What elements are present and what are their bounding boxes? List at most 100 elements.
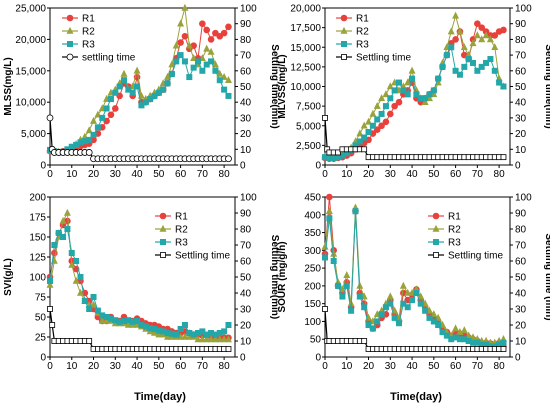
legend-marker xyxy=(340,14,348,22)
y-axis-title: SVI(g/L) xyxy=(3,258,14,296)
data-point-r1 xyxy=(382,118,390,126)
data-point-r3 xyxy=(160,86,167,93)
data-point-r3 xyxy=(413,289,420,296)
y-tick-label: 175 xyxy=(29,213,46,224)
data-point-r3 xyxy=(77,273,84,280)
y-tick-label: 200 xyxy=(304,281,321,292)
legend-marker xyxy=(341,54,347,60)
y-tick-label: 20,000 xyxy=(290,4,321,15)
legend-marker xyxy=(340,40,347,47)
x-axis-title-left: Time(day) xyxy=(134,391,186,403)
panel-mlss: 0 10 20 30 40 50 60 70 80 0 5,000 10,000 15,000 20,00… xyxy=(3,4,280,181)
data-point-r3 xyxy=(387,95,394,102)
y2-tick-label: 60 xyxy=(515,257,527,268)
y2-tick-label: 50 xyxy=(240,82,252,93)
data-point-r2 xyxy=(325,207,333,215)
y-tick-label: 450 xyxy=(304,193,321,204)
data-point-settling-time xyxy=(500,154,507,161)
data-point-r1 xyxy=(478,24,486,31)
x-tick-label: 10 xyxy=(341,169,353,180)
data-point-r3 xyxy=(491,67,498,74)
data-point-r1 xyxy=(391,102,398,110)
data-point-r3 xyxy=(181,58,188,65)
data-point-r3 xyxy=(369,122,376,129)
data-point-r3 xyxy=(221,328,228,335)
x-tick-label: 70 xyxy=(472,361,484,372)
data-point-r3 xyxy=(395,79,402,86)
legend-label: R3 xyxy=(356,40,369,51)
data-point-r3 xyxy=(64,226,71,233)
y2-tick-label: 70 xyxy=(240,51,252,62)
data-point-r2 xyxy=(72,276,80,284)
data-point-r3 xyxy=(365,129,372,136)
y2-tick-label: 30 xyxy=(240,305,252,316)
y2-tick-label: 100 xyxy=(515,4,532,15)
data-point-r3 xyxy=(413,91,420,98)
data-point-r2 xyxy=(378,94,386,102)
y2-tick-label: 20 xyxy=(240,321,252,332)
data-point-r2 xyxy=(408,66,416,74)
data-point-settling-time xyxy=(225,346,232,352)
y-tick-label: 17,500 xyxy=(290,23,321,34)
data-point-r2 xyxy=(447,27,455,35)
y2-tick-label: 10 xyxy=(240,145,252,156)
y2-axis-title: Settling time(min) xyxy=(543,44,550,128)
y-tick-label: 25,000 xyxy=(15,4,46,15)
x-tick-label: 50 xyxy=(153,169,165,180)
data-point-r2 xyxy=(172,41,180,49)
y-tick-label: 15,000 xyxy=(290,43,321,54)
data-point-r3 xyxy=(435,321,442,328)
legend-label: R1 xyxy=(82,14,95,25)
y2-tick-label: 30 xyxy=(515,113,527,124)
y-tick-label: 250 xyxy=(304,264,321,275)
data-point-r3 xyxy=(164,80,171,87)
legend-marker xyxy=(340,26,348,34)
y2-tick-label: 0 xyxy=(515,353,521,364)
data-point-r2 xyxy=(417,292,425,300)
data-point-r3 xyxy=(326,215,333,222)
data-point-r3 xyxy=(168,70,175,77)
y2-tick-label: 70 xyxy=(515,51,527,62)
data-point-settling-time xyxy=(500,346,507,352)
data-point-r2 xyxy=(421,98,429,105)
data-point-r2 xyxy=(404,288,412,296)
y2-axis-title: Settling time (min) xyxy=(543,233,550,320)
y-tick-label: 25 xyxy=(35,333,47,344)
data-point-r3 xyxy=(348,307,355,314)
data-point-r1 xyxy=(177,39,184,46)
data-point-r3 xyxy=(461,63,468,70)
y-tick-label: 100 xyxy=(304,317,321,328)
data-point-r3 xyxy=(378,311,385,318)
data-point-r2 xyxy=(203,335,211,343)
data-point-r2 xyxy=(386,292,394,300)
y2-tick-label: 80 xyxy=(240,35,252,46)
data-point-r3 xyxy=(361,304,368,311)
y2-tick-label: 10 xyxy=(515,337,527,348)
y2-tick-label: 80 xyxy=(240,225,252,236)
data-point-r3 xyxy=(378,110,385,117)
data-point-settling-time xyxy=(86,338,93,344)
data-point-r3 xyxy=(121,77,128,84)
data-point-r3 xyxy=(94,307,101,314)
data-point-r2 xyxy=(181,3,189,11)
data-point-r3 xyxy=(181,321,188,328)
y2-tick-label: 90 xyxy=(240,209,252,220)
x-tick-label: 20 xyxy=(363,169,375,180)
data-point-settling-time xyxy=(335,149,341,156)
legend-label: settling time xyxy=(82,53,136,64)
data-point-r3 xyxy=(426,91,433,98)
y2-tick-label: 80 xyxy=(515,225,527,236)
data-point-settling-time xyxy=(361,338,368,344)
legend-label: R1 xyxy=(356,14,369,25)
data-point-r2 xyxy=(460,326,468,334)
y-tick-label: 0 xyxy=(315,161,321,172)
data-point-r3 xyxy=(430,318,437,325)
data-point-settling-time xyxy=(225,155,232,163)
data-point-r3 xyxy=(86,305,93,312)
data-point-r3 xyxy=(125,86,132,93)
y2-tick-label: 70 xyxy=(515,241,527,252)
y2-tick-label: 30 xyxy=(515,305,527,316)
data-point-r3 xyxy=(73,257,80,264)
data-point-r3 xyxy=(225,92,232,99)
data-point-r2 xyxy=(220,335,228,343)
